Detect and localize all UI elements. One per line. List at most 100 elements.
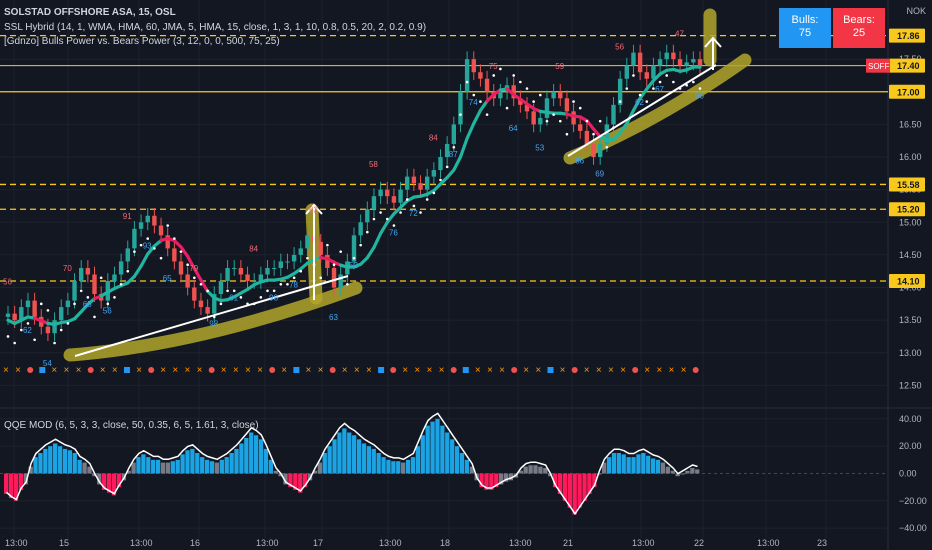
candle-body	[378, 189, 383, 197]
qqe-bar	[23, 473, 28, 485]
signal-number-label: 78	[289, 281, 298, 290]
event-marker	[390, 367, 397, 373]
trailing-stop-dot	[359, 243, 362, 247]
qqe-bar	[283, 473, 288, 485]
signal-number-label: 84	[249, 245, 258, 254]
candle-body	[617, 78, 623, 105]
candle	[471, 51, 476, 81]
trailing-stop-dot	[432, 191, 436, 195]
time-tick-label: 18	[440, 538, 450, 548]
candle	[132, 220, 137, 257]
signal-number-label: 70	[63, 264, 72, 273]
qqe-bar	[111, 473, 117, 496]
event-marker: ×	[584, 365, 590, 376]
osc-tick-label: 20.00	[899, 441, 922, 451]
trailing-stop-dot	[479, 100, 482, 103]
trailing-stop-dot	[539, 93, 542, 97]
candle-body	[444, 143, 450, 158]
candle	[405, 168, 410, 198]
event-marker: ×	[197, 365, 203, 376]
event-marker	[87, 367, 94, 373]
trailing-stop-dot	[239, 296, 243, 299]
qqe-bar	[641, 453, 646, 474]
candle-body	[351, 235, 357, 262]
qqe-bar	[229, 453, 234, 474]
qqe-bar	[77, 459, 82, 474]
qqe-legend[interactable]: QQE MOD (6, 5, 3, 3, close, 50, 0.35, 6,…	[4, 420, 259, 431]
qqe-bar	[234, 448, 239, 474]
candle-body	[358, 222, 363, 236]
event-marker: ×	[3, 365, 9, 376]
event-marker: ×	[523, 365, 529, 376]
trailing-stop-dot	[306, 256, 309, 260]
candle	[125, 240, 130, 270]
candle-body	[285, 261, 290, 263]
candle	[578, 116, 583, 139]
indicator-bulls-bears-legend[interactable]: [Gdnzo] Bulls Power vs. Bears Power (3, …	[4, 36, 280, 47]
trend-line-1	[74, 275, 349, 357]
qqe-bar	[650, 458, 656, 474]
ssl-baseline-segment	[478, 99, 489, 113]
qqe-bar	[175, 459, 180, 474]
event-marker	[208, 367, 215, 373]
candle-body	[611, 104, 616, 125]
signal-number-label: 84	[429, 134, 438, 143]
trailing-stop-dot	[99, 276, 103, 280]
candle-body	[424, 176, 430, 190]
qqe-bar	[347, 432, 352, 474]
event-marker	[293, 367, 300, 373]
candle	[431, 162, 437, 185]
qqe-bar	[92, 473, 97, 477]
signal-number-label: 62	[23, 326, 32, 335]
ssl-baseline-segment	[72, 310, 83, 321]
candle-body	[318, 241, 323, 255]
bears-value: 25	[852, 27, 866, 39]
candle	[438, 149, 443, 178]
signal-number-label: 47	[675, 29, 684, 38]
candle-body	[5, 313, 11, 317]
qqe-bar	[13, 473, 19, 501]
signal-number-label: 86	[575, 157, 584, 166]
qqe-bar	[239, 443, 244, 474]
qqe-bar	[244, 437, 249, 474]
trailing-stop-dot	[665, 74, 669, 77]
ssl-baseline-segment	[179, 245, 190, 258]
candle	[604, 116, 610, 152]
candle	[232, 260, 237, 276]
candle-body	[471, 59, 476, 73]
qqe-bar	[38, 453, 43, 474]
ssl-baseline-segment	[585, 119, 596, 131]
event-marker: ×	[100, 365, 106, 376]
qqe-bar	[503, 473, 509, 482]
qqe-bar	[646, 455, 651, 474]
signal-number-label: 53	[535, 144, 544, 153]
time-tick-label: 15	[59, 538, 69, 548]
qqe-bar	[258, 439, 264, 474]
qqe-bar	[116, 473, 122, 488]
qqe-bar	[616, 453, 621, 474]
candle-body	[604, 124, 610, 144]
event-marker: ×	[136, 365, 142, 376]
candle	[584, 123, 590, 152]
qqe-bar	[435, 418, 440, 474]
qqe-bar	[28, 466, 33, 474]
event-marker	[269, 367, 276, 373]
ssl-baseline-segment	[645, 78, 656, 91]
time-tick-label: 13:00	[379, 538, 402, 548]
bulls-label: Bulls:	[791, 14, 819, 26]
indicator-ssl-legend[interactable]: SSL Hybrid (14, 1, WMA, HMA, 60, JMA, 5,…	[4, 22, 427, 33]
qqe-bar	[410, 457, 416, 474]
qqe-bar	[381, 457, 386, 474]
time-tick-label: 21	[563, 538, 573, 548]
candle	[644, 64, 649, 87]
event-marker: ×	[366, 365, 372, 376]
candle-body	[92, 274, 97, 295]
qqe-bar	[82, 462, 87, 474]
candle-body	[664, 52, 669, 60]
candle	[371, 188, 377, 218]
candle	[298, 240, 303, 263]
candle-body	[132, 228, 137, 249]
price-label-box	[889, 202, 925, 217]
candle	[484, 70, 490, 100]
